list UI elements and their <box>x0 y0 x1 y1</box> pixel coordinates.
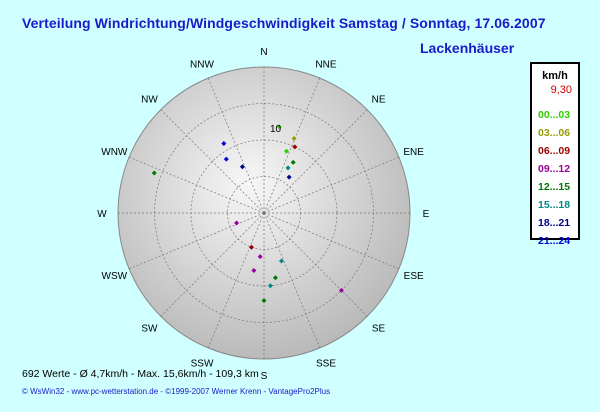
grid-spoke <box>207 212 265 349</box>
data-point <box>286 174 292 180</box>
grid-spoke <box>263 212 321 349</box>
rose-grid <box>118 67 410 359</box>
data-point <box>151 170 157 176</box>
data-point <box>257 254 263 260</box>
data-point <box>292 144 298 150</box>
direction-labels: N NNE NE ENE E ESE SE SSE S SSW SW WSW W WNW NW NNW <box>97 47 429 382</box>
legend-item-0: 00...03 <box>538 109 571 121</box>
data-point <box>223 156 229 162</box>
direction-label-se: SE <box>372 324 386 335</box>
footer-credits: © WsWin32 - www.pc-wetterstation.de - ©1… <box>22 387 331 396</box>
data-point <box>290 159 296 165</box>
grid-spoke <box>160 212 265 317</box>
direction-label-w: W <box>97 209 107 220</box>
data-point <box>272 275 278 281</box>
data-point <box>267 283 273 289</box>
direction-label-e: E <box>423 209 430 220</box>
radial-tick-label: 10 <box>270 124 282 135</box>
legend-item-4: 12...15 <box>538 181 571 193</box>
grid-spoke <box>263 77 321 214</box>
legend-item-5: 15...18 <box>538 199 571 211</box>
data-point <box>249 244 255 250</box>
legend-max-value: 9,30 <box>550 84 572 96</box>
direction-label-sw: SW <box>141 324 158 335</box>
grid-spoke <box>263 109 368 214</box>
legend-unit: km/h <box>542 70 568 82</box>
data-point <box>251 268 257 274</box>
data-point <box>283 148 289 154</box>
grid-spoke <box>160 109 265 214</box>
grid-spoke <box>128 156 265 214</box>
grid-spoke <box>263 156 400 214</box>
data-point <box>338 287 344 293</box>
grid-spoke <box>263 212 368 317</box>
direction-label-ese: ESE <box>404 271 424 282</box>
direction-label-nnw: NNW <box>190 59 214 70</box>
legend-item-1: 03...06 <box>538 127 571 139</box>
direction-label-s: S <box>261 371 268 382</box>
legend-item-3: 09...12 <box>538 163 571 175</box>
speed-legend: km/h 9,30 00...03 03...06 06...09 09...12 12… <box>530 62 580 247</box>
rose-points <box>151 124 344 304</box>
direction-label-ssw: SSW <box>191 359 214 370</box>
direction-label-ene: ENE <box>403 147 424 158</box>
data-point <box>234 220 240 226</box>
grid-spoke <box>263 212 400 270</box>
legend-item-2: 06...09 <box>538 145 571 157</box>
direction-label-nne: NNE <box>315 59 336 70</box>
direction-label-n: N <box>260 47 267 58</box>
data-point <box>291 136 297 142</box>
direction-label-ne: NE <box>372 94 386 105</box>
direction-label-sse: SSE <box>316 359 336 370</box>
legend-item-7: 21...24 <box>538 235 571 247</box>
grid-spoke <box>207 77 265 214</box>
data-point <box>261 298 267 304</box>
data-point <box>276 124 282 130</box>
grid-spoke <box>128 212 265 270</box>
direction-label-wsw: WSW <box>102 271 128 282</box>
direction-label-nw: NW <box>141 94 158 105</box>
data-point <box>239 164 245 170</box>
data-point <box>221 140 227 146</box>
location-label: Lackenhäuser <box>420 40 515 56</box>
summary-stats: 692 Werte - Ø 4,7km/h - Max. 15,6km/h - … <box>22 368 259 380</box>
chart-title: Verteilung Windrichtung/Windgeschwindigk… <box>22 15 546 31</box>
data-point <box>278 258 284 264</box>
legend-item-6: 18...21 <box>538 217 571 229</box>
direction-label-wnw: WNW <box>101 147 128 158</box>
data-point <box>285 165 291 171</box>
